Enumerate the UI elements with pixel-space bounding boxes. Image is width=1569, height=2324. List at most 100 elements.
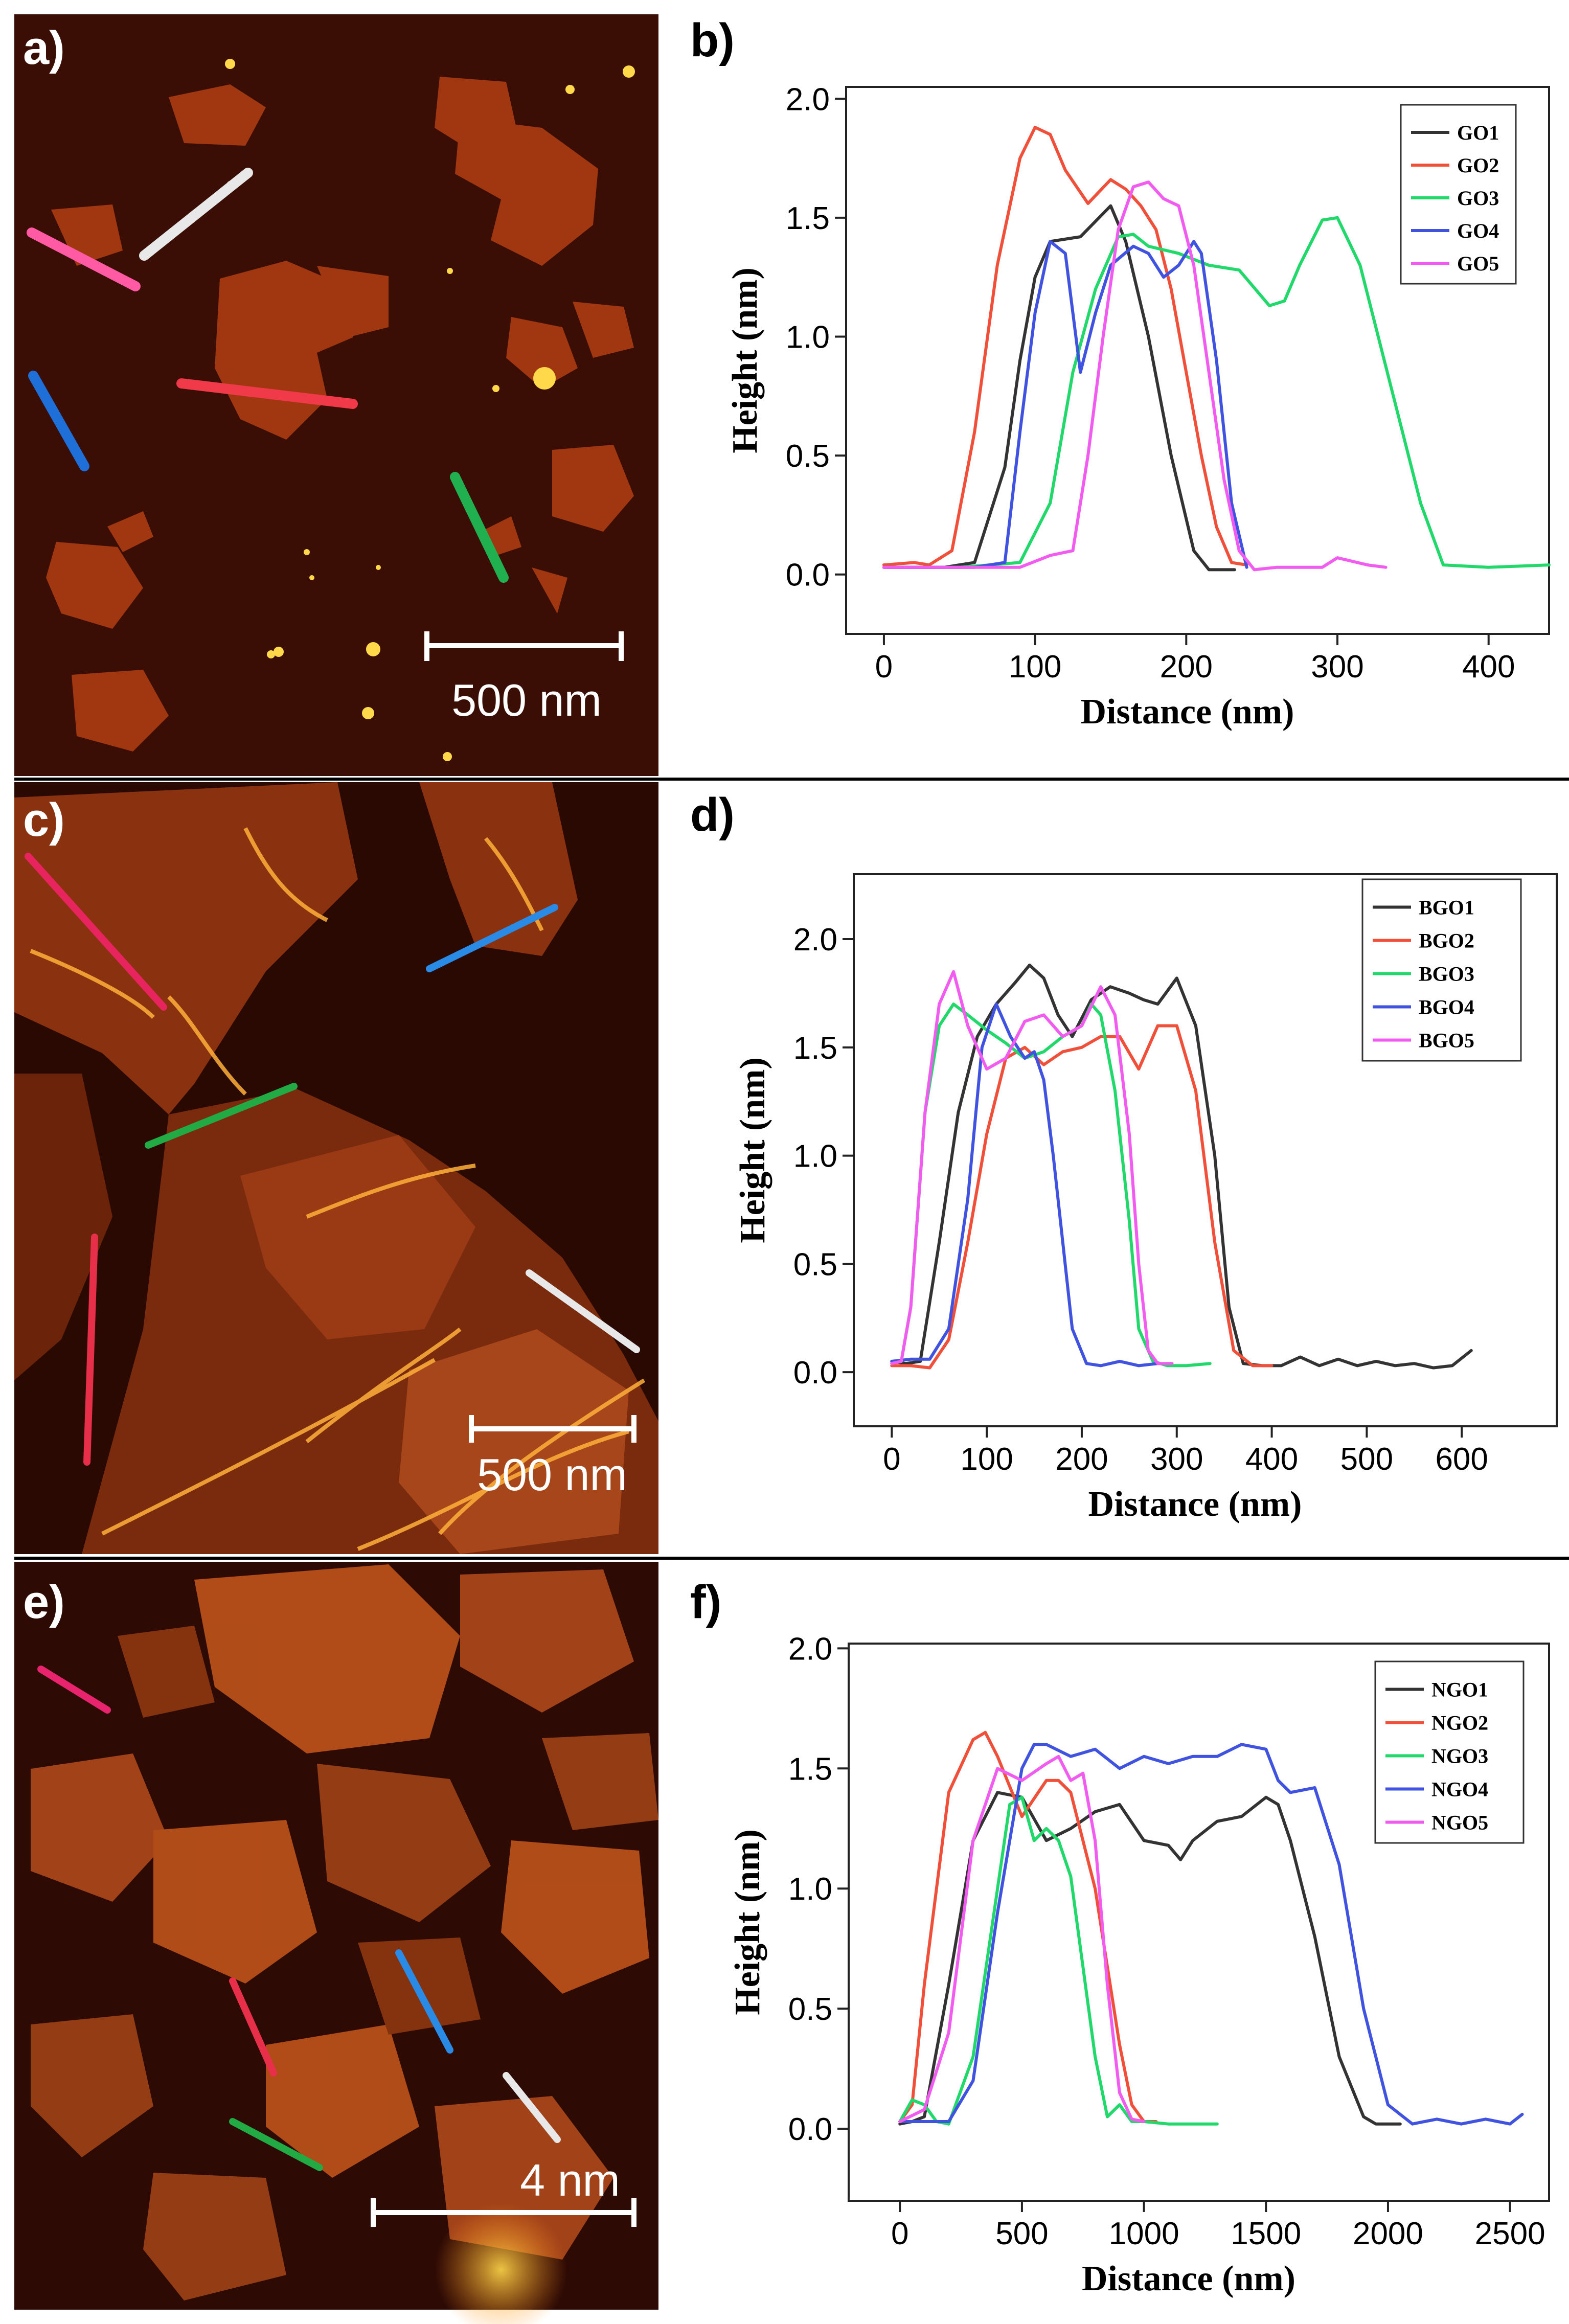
legend-f: NGO1 NGO2 NGO3 NGO4 NGO5: [1374, 1660, 1525, 1844]
y-tick-label-d: 1.5: [793, 1031, 837, 1066]
y-tick-label-b: 0.5: [786, 439, 830, 474]
y-tick-label-b: 2.0: [786, 82, 830, 117]
x-tick-label-d: 500: [1340, 1442, 1393, 1477]
x-tick-label-f: 1500: [1231, 2216, 1301, 2251]
afm-panel-e: 4 nm e): [14, 1562, 658, 2324]
legend-box-b: [1400, 104, 1517, 285]
series-line-ngo4: [898, 1743, 1524, 2126]
afm-panel-c-label: c): [23, 794, 65, 846]
plot-frame-b: [845, 86, 1550, 635]
x-tick-label-b: 200: [1160, 649, 1213, 685]
y-axis-title-f: Height (nm): [728, 1829, 767, 2015]
series-line-bgo4: [890, 1002, 1159, 1368]
chart-f: f) 0.0 0.5 1.0 1.5 2.0 0 500 1000 1500 2000 2500 Dis…: [690, 1576, 1550, 2298]
series-line-go2: [882, 126, 1248, 567]
x-tick-label-d: 400: [1245, 1442, 1298, 1477]
afm-panel-c-profile-lines: [25, 853, 640, 1466]
legend-label-go1: GO1: [1457, 121, 1499, 144]
chart-b: b) 0.0 0.5 1.0 1.5 2.0 0 100 200 300 400 Distance (…: [690, 14, 1551, 732]
x-axis-title-b: Distance (nm): [1081, 692, 1294, 732]
afm-panel-e-profile-lines: [37, 1666, 561, 2171]
legend-box-f: [1374, 1660, 1525, 1844]
series-line-ngo2: [898, 1730, 1158, 2123]
y-tick-label-d: 0.0: [793, 1355, 837, 1391]
afm-panel-a: 500 nm a): [14, 14, 658, 776]
x-tick-label-d: 300: [1150, 1442, 1203, 1477]
x-axis-title-f: Distance (nm): [1082, 2259, 1295, 2298]
x-tick-label-b: 0: [875, 649, 893, 685]
y-tick-label-d: 2.0: [793, 922, 837, 958]
x-tick-label-f: 0: [891, 2216, 908, 2251]
legend-label-bgo5: BGO5: [1419, 1029, 1474, 1052]
legend-label-bgo1: BGO1: [1419, 896, 1474, 919]
y-tick-label-f: 0.0: [788, 2112, 832, 2147]
legend-label-go5: GO5: [1457, 252, 1499, 275]
afm-panel-e-bright-spot: [435, 2203, 567, 2324]
y-tick-label-f: 1.0: [788, 1872, 832, 1907]
x-tick-label-d: 600: [1435, 1442, 1488, 1477]
y-tick-label-b: 1.0: [786, 320, 830, 355]
afm-panel-c: 500 nm c): [14, 782, 658, 1554]
x-tick-label-b: 400: [1462, 649, 1515, 685]
y-tick-label-f: 0.5: [788, 1992, 832, 2027]
legend-label-bgo3: BGO3: [1419, 963, 1474, 986]
legend-box-d: [1361, 878, 1522, 1062]
legend-label-ngo2: NGO2: [1431, 1712, 1488, 1735]
y-axis-title-d: Height (nm): [733, 1057, 772, 1243]
plot-frame-d: [853, 873, 1558, 1427]
legend-d: BGO1 BGO2 BGO3 BGO4 BGO5: [1361, 878, 1522, 1062]
series-line-go3: [882, 216, 1551, 569]
x-tick-label-d: 100: [960, 1442, 1013, 1477]
series-line-bgo5: [890, 970, 1174, 1365]
series-line-bgo1: [890, 963, 1473, 1370]
afm-panel-e-scale-text: 4 nm: [520, 2155, 620, 2205]
afm-panel-e-flakes: [31, 1564, 658, 2300]
x-tick-label-f: 1000: [1109, 2216, 1179, 2251]
afm-panel-a-scale-text: 500 nm: [451, 675, 602, 725]
x-tick-label-d: 200: [1055, 1442, 1108, 1477]
x-tick-label-f: 2500: [1475, 2216, 1545, 2251]
series-line-ngo5: [898, 1755, 1146, 2123]
panel-label-f: f): [690, 1576, 721, 1628]
afm-panel-a-profile-lines: [27, 168, 509, 583]
afm-panel-a-scale-bar: [424, 631, 624, 661]
legend-label-ngo3: NGO3: [1431, 1745, 1488, 1768]
afm-panel-a-label: a): [23, 22, 65, 74]
afm-panel-a-background: [14, 14, 658, 776]
y-tick-label-f: 1.5: [788, 1751, 832, 1787]
x-tick-label-b: 100: [1009, 649, 1061, 685]
legend-label-bgo2: BGO2: [1419, 929, 1474, 952]
y-tick-label-b: 1.5: [786, 201, 830, 236]
x-tick-label-f: 500: [995, 2216, 1048, 2251]
afm-panel-e-scale-bar: [371, 2198, 636, 2227]
series-line-bgo2: [890, 1024, 1274, 1370]
legend-label-ngo4: NGO4: [1431, 1778, 1488, 1801]
series-line-go1: [882, 204, 1236, 572]
legend-label-go2: GO2: [1457, 154, 1499, 177]
legend-label-go4: GO4: [1457, 219, 1499, 242]
y-axis-title-b: Height (nm): [725, 267, 765, 453]
afm-panel-c-scale-text: 500 nm: [477, 1449, 627, 1500]
afm-panel-a-particles: [225, 59, 635, 761]
series-line-go5: [882, 180, 1388, 572]
x-tick-label-b: 300: [1311, 649, 1363, 685]
afm-panel-e-label: e): [23, 1576, 65, 1628]
series-line-go4: [882, 240, 1248, 569]
panel-label-b: b): [690, 14, 735, 66]
chart-d: d) 0.0 0.5 1.0 1.5 2.0 0 100 200 300 400 500 600 Dist…: [690, 789, 1558, 1524]
legend-label-ngo5: NGO5: [1431, 1811, 1488, 1834]
legend-label-ngo1: NGO1: [1431, 1678, 1488, 1701]
panel-label-d: d): [690, 789, 735, 841]
y-tick-label-f: 2.0: [788, 1631, 832, 1667]
x-axis-title-d: Distance (nm): [1088, 1485, 1302, 1524]
afm-panel-c-scale-bar: [469, 1415, 636, 1443]
legend-label-go3: GO3: [1457, 187, 1499, 210]
legend-b: GO1 GO2 GO3 GO4 GO5: [1400, 104, 1517, 285]
y-tick-label-d: 1.0: [793, 1139, 837, 1174]
plot-frame-f: [848, 1643, 1550, 2202]
y-tick-label-b: 0.0: [786, 558, 830, 593]
legend-label-bgo4: BGO4: [1419, 996, 1474, 1019]
y-tick-label-d: 0.5: [793, 1247, 837, 1282]
x-tick-label-d: 0: [883, 1442, 900, 1477]
